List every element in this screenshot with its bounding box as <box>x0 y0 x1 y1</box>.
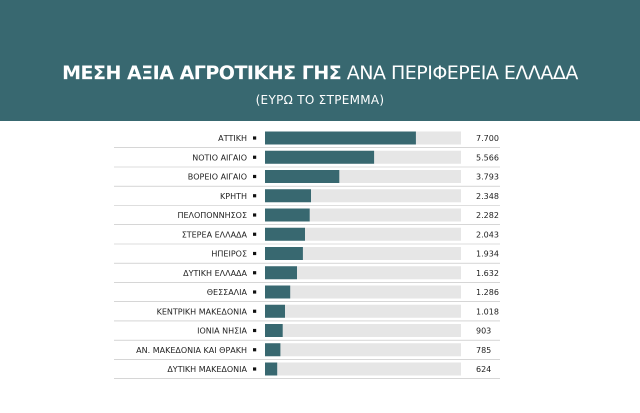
bar <box>265 131 416 145</box>
bar-track <box>265 266 461 280</box>
bar-track <box>265 343 461 357</box>
row-bullet <box>253 251 257 256</box>
category-label: ΙΟΝΙΑ ΝΗΣΙΑ <box>197 327 247 336</box>
row-bullet <box>253 194 257 198</box>
value-label: 2.348 <box>476 192 499 201</box>
value-label: 2.043 <box>476 230 499 239</box>
chart-subtitle: (ΕΥΡΩ ΤΟ ΣΤΡΕΜΜΑ) <box>255 93 385 107</box>
bar <box>265 227 305 241</box>
bar-track <box>265 362 461 376</box>
category-label: ΑΤΤΙΚΗ <box>218 134 247 143</box>
value-label: 7.700 <box>476 134 499 143</box>
row-bullet <box>253 290 257 294</box>
value-label: 3.793 <box>476 173 499 182</box>
bar <box>265 247 303 260</box>
value-label: 2.282 <box>476 211 499 220</box>
bar-track <box>265 208 461 222</box>
category-label: ΚΕΝΤΡΙΚΗ ΜΑΚΕΔΟΝΙΑ <box>157 307 248 316</box>
value-label: 785 <box>476 346 491 355</box>
category-label: ΒΟΡΕΙΟ ΑΙΓΑΙΟ <box>188 173 247 182</box>
category-label: ΚΡΗΤΗ <box>220 192 247 201</box>
bar <box>265 266 297 280</box>
row-bullet <box>253 328 257 333</box>
row-bullet <box>253 155 257 159</box>
bar <box>265 304 285 318</box>
category-label: ΔΥΤΙΚΗ ΜΑΚΕΔΟΝΙΑ <box>167 365 247 374</box>
bar <box>265 285 291 299</box>
value-label: 1.018 <box>476 307 499 316</box>
bar <box>265 324 283 337</box>
value-label: 624 <box>476 365 491 374</box>
row-bullet <box>253 174 257 179</box>
value-label: 903 <box>476 327 491 336</box>
row-bullet <box>253 271 257 275</box>
row-bullet <box>253 348 257 352</box>
bar-chart: ΑΤΤΙΚΗ 7.700 ΝΟΤΙΟ ΑΙΓΑΙΟ 5.566 ΒΟΡΕΙΟ ΑΙΓΑΙ… <box>114 131 500 380</box>
category-label: ΝΟΤΙΟ ΑΙΓΑΙΟ <box>192 153 247 162</box>
bar <box>265 343 281 357</box>
value-label: 5.566 <box>476 153 499 162</box>
category-label: ΔΥΤΙΚΗ ΕΛΛΑΔΑ <box>183 269 247 278</box>
category-label: ΗΠΕΙΡΟΣ <box>211 250 247 259</box>
category-label: ΑΝ. ΜΑΚΕΔΟΝΙΑ ΚΑΙ ΘΡΑΚΗ <box>136 346 247 355</box>
category-label: ΠΕΛΟΠΟΝΝΗΣΟΣ <box>177 211 247 220</box>
row-bullet <box>253 309 257 313</box>
bar <box>265 362 278 376</box>
bar <box>265 170 340 183</box>
chart-title-rest: ΑΝΑ ΠΕΡΙΦΕΡΕΙΑ ΕΛΛΑΔΑ <box>346 62 579 84</box>
bar-track <box>265 324 461 337</box>
bar-track <box>265 285 461 299</box>
category-label: ΘΕΣΣΑΛΙΑ <box>207 288 248 297</box>
bar-track <box>265 227 461 241</box>
value-label: 1.632 <box>476 269 499 278</box>
bar-track <box>265 247 461 260</box>
bar-track <box>265 304 461 318</box>
row-bullet <box>253 232 257 236</box>
bar <box>265 189 311 203</box>
chart-title-bold: ΜΕΣΗ ΑΞΙΑ ΑΓΡΟΤΙΚΗΣ ΓΗΣ <box>62 62 342 84</box>
row-bullet <box>253 367 257 371</box>
chart-title: ΜΕΣΗ ΑΞΙΑ ΑΓΡΟΤΙΚΗΣ ΓΗΣ ΑΝΑ ΠΕΡΙΦΕΡΕΙΑ Ε… <box>0 62 640 84</box>
bar <box>265 150 375 164</box>
bar <box>265 208 310 222</box>
category-label: ΣΤΕΡΕΑ ΕΛΛΑΔΑ <box>182 230 248 239</box>
row-bullet <box>253 213 257 217</box>
bar-track <box>265 189 461 203</box>
chart-header: ΜΕΣΗ ΑΞΙΑ ΑΓΡΟΤΙΚΗΣ ΓΗΣ ΑΝΑ ΠΕΡΙΦΕΡΕΙΑ Ε… <box>0 0 640 121</box>
value-label: 1.286 <box>476 288 499 297</box>
row-bullet <box>253 136 257 140</box>
value-label: 1.934 <box>476 250 499 259</box>
